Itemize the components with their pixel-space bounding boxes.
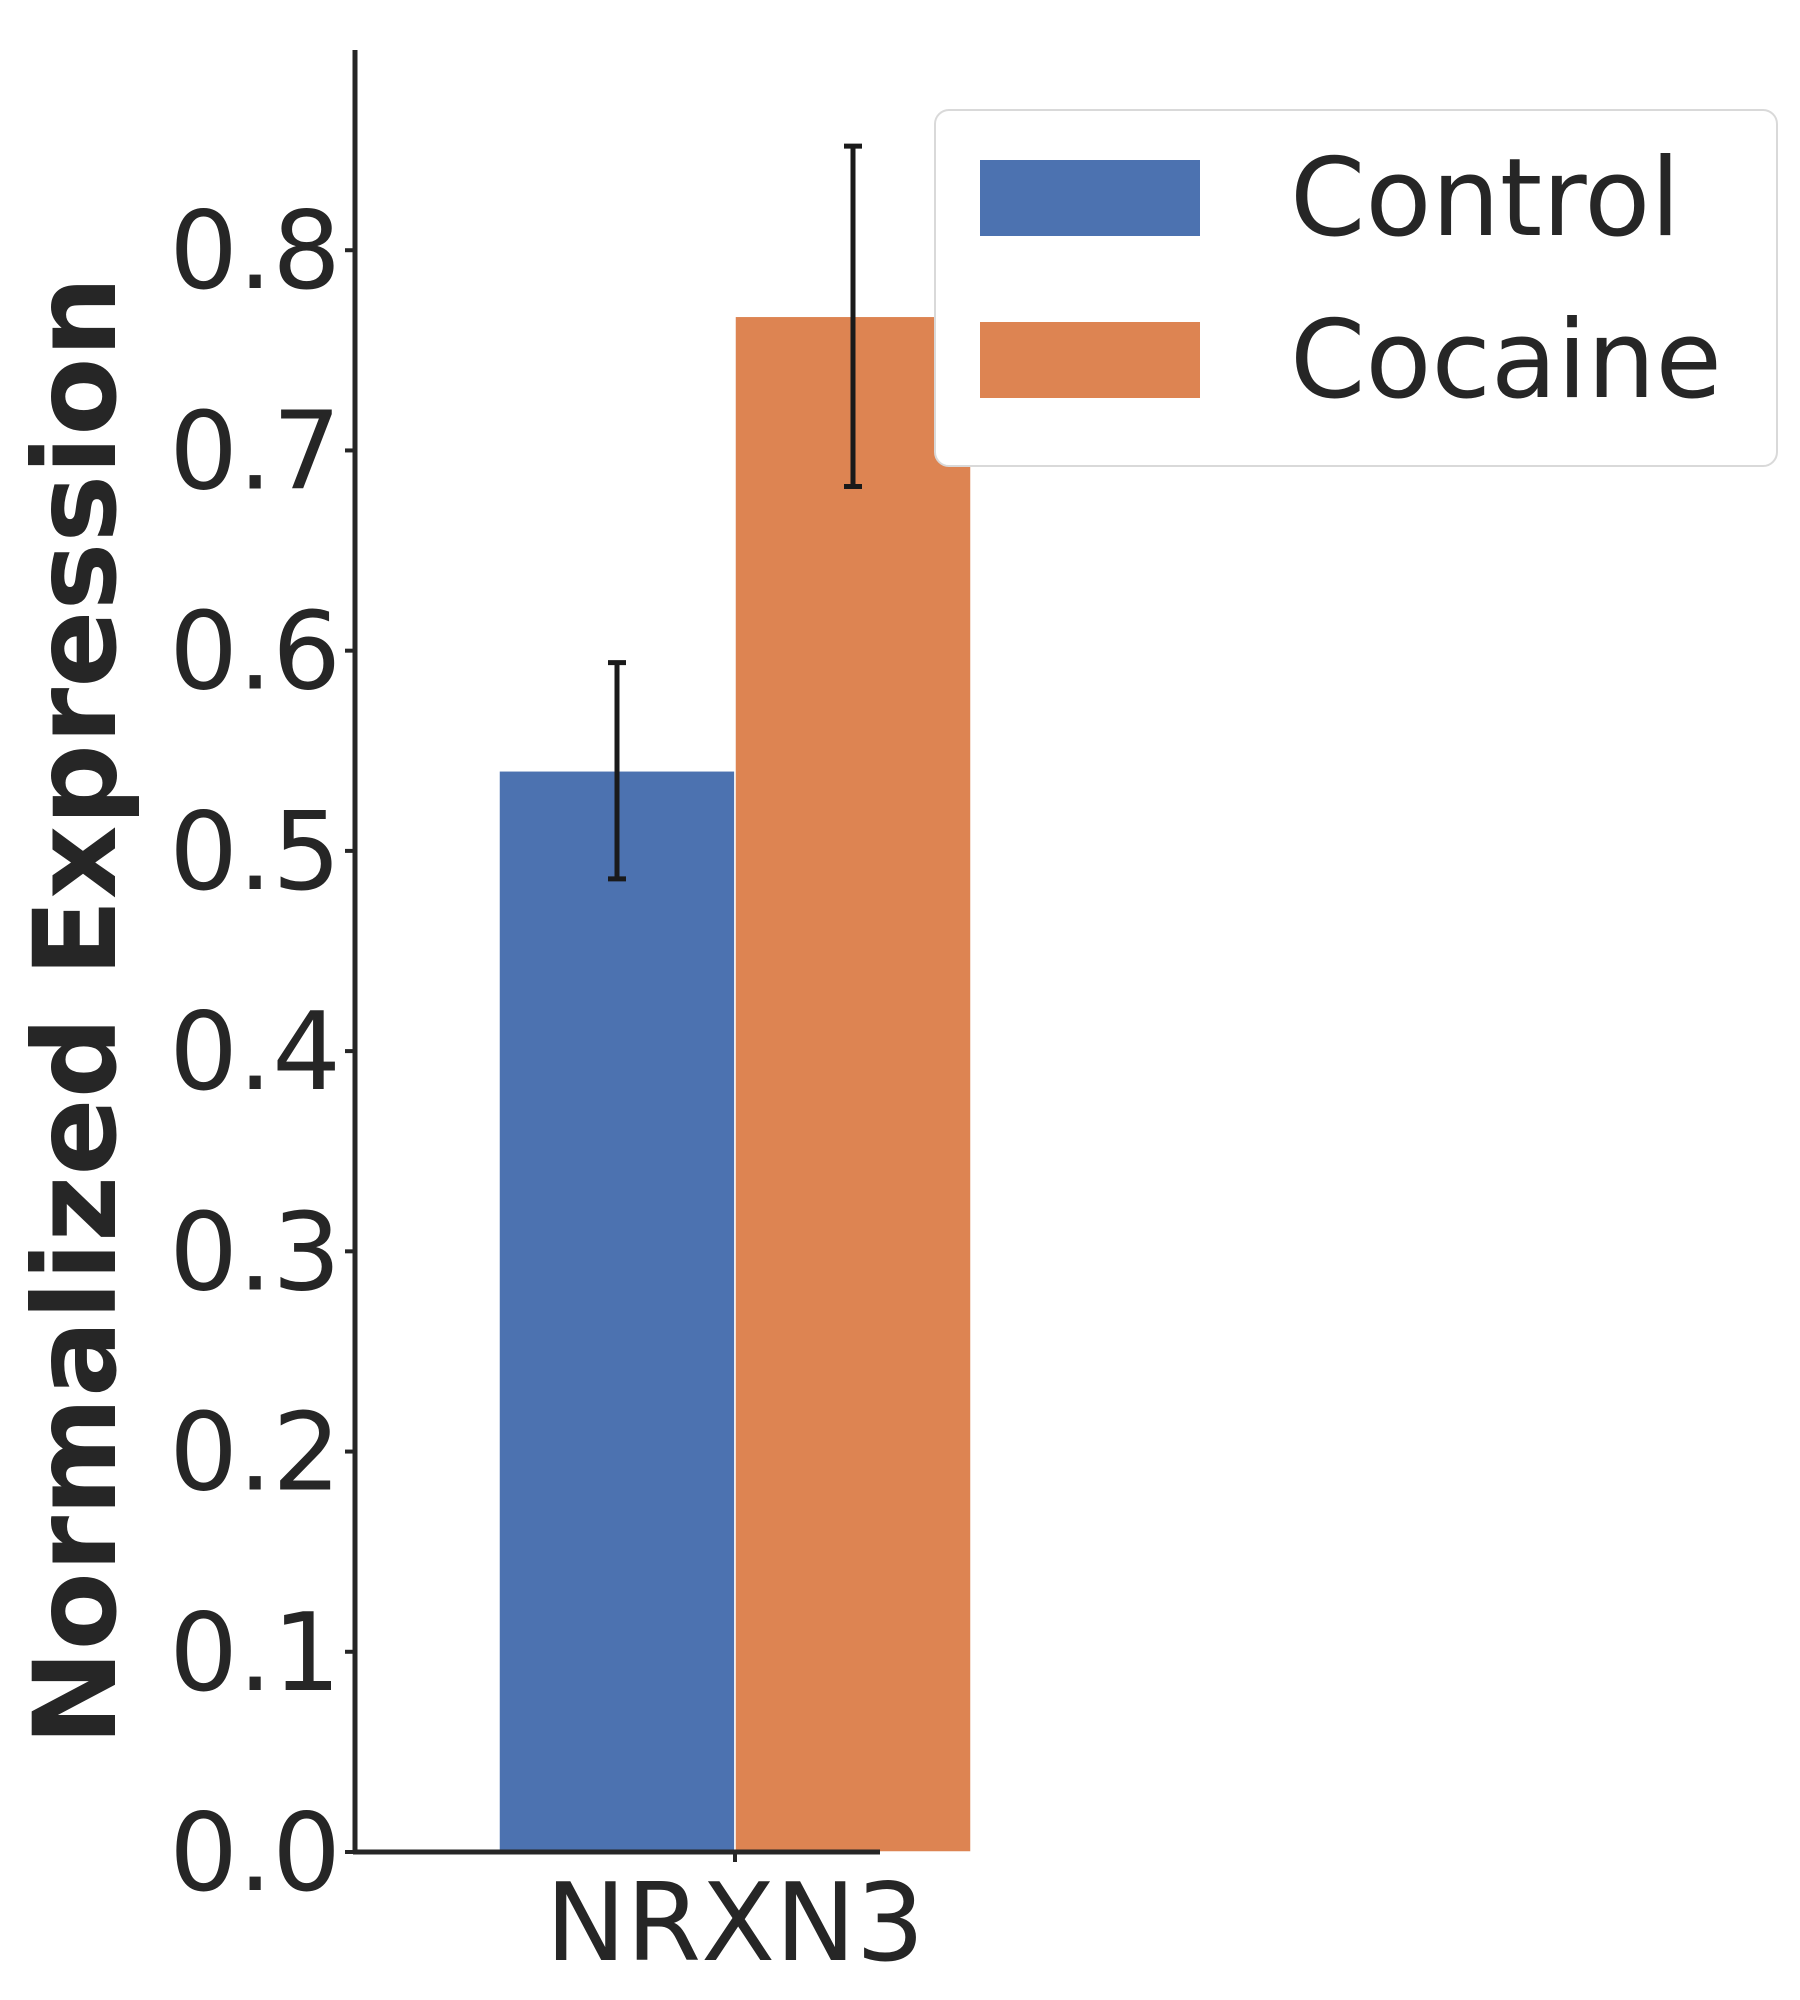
y-tick-label: 0.3 [169,1190,341,1315]
x-tick-label-nrxn3: NRXN3 [545,1861,924,1986]
y-tick-label: 0.7 [169,389,341,514]
y-tick-label: 0.5 [169,790,341,915]
error-bar-control-nrxn3 [608,660,626,882]
error-bar-cocaine-nrxn3 [844,143,862,489]
x-ticks-layer: NRXN3 [545,1852,925,1986]
y-tick-label: 0.1 [169,1591,341,1716]
error-bars-layer [608,143,862,882]
legend-swatch-control [980,160,1200,236]
y-ticks-layer: 0.0 0.1 0.2 0.3 0.4 0.5 0.6 0.7 0.8 [169,189,355,1916]
legend-label-cocaine: Cocaine [1290,298,1722,423]
legend-label-control: Control [1290,136,1680,261]
bar-control-nrxn3 [498,770,736,1853]
legend-swatch-cocaine [980,322,1200,398]
y-tick-label: 0.0 [169,1791,341,1916]
y-axis-label: Normalized Expression [9,276,142,1746]
bar-cocaine-nrxn3 [734,315,972,1853]
y-tick-label: 0.2 [169,1391,341,1516]
bars-layer [498,315,972,1853]
y-tick-label: 0.6 [169,590,341,715]
axes-layer [352,50,880,1855]
y-tick-label: 0.8 [169,189,341,314]
y-tick-label: 0.4 [169,990,341,1115]
legend: Control Cocaine [934,109,1778,467]
